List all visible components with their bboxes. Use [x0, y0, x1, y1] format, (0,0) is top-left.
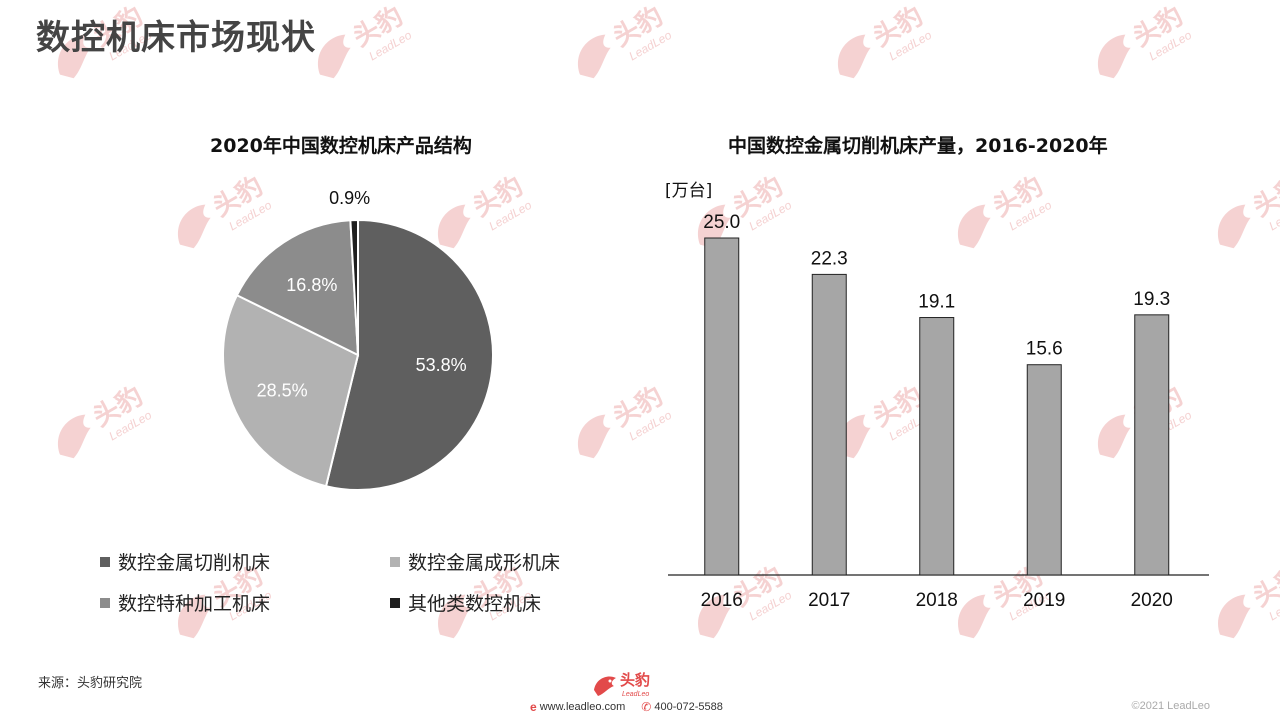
footer-contacts: e www.leadleo.com ✆ 400-072-5588 — [530, 700, 723, 714]
svg-text:头豹: 头豹 — [620, 671, 650, 689]
pie-slice-label: 0.9% — [329, 190, 370, 208]
svg-text:头豹: 头豹 — [608, 0, 668, 52]
bar — [919, 317, 955, 576]
legend-swatch — [390, 556, 400, 567]
bar-value-label: 19.3 — [1133, 289, 1170, 310]
bar-chart: 25.0 2016 22.3 2017 19.1 2018 15.6 2019 19.3 2020 — [668, 212, 1209, 611]
svg-text:头豹: 头豹 — [1128, 0, 1188, 52]
svg-text:头豹: 头豹 — [868, 0, 928, 52]
legend-item: 其他类数控机床 — [390, 589, 620, 616]
legend-item: 数控金属切削机床 — [100, 548, 390, 575]
svg-text:LeadLeo: LeadLeo — [887, 28, 935, 64]
pie-legend: 数控金属切削机床 数控金属成形机床数控特种加工机床 其他类数控机床 — [100, 548, 620, 616]
svg-text:LeadLeo: LeadLeo — [1267, 198, 1280, 234]
svg-text:头豹: 头豹 — [608, 380, 668, 432]
bar-value-label: 19.1 — [918, 292, 955, 313]
legend-label: 数控金属切削机床 — [118, 552, 271, 574]
legend-swatch — [100, 597, 110, 608]
copyright: ©2021 LeadLeo — [1131, 700, 1210, 712]
svg-text:LeadLeo: LeadLeo — [1267, 588, 1280, 624]
legend-label: 其他类数控机床 — [408, 593, 542, 615]
page-title: 数控机床市场现状 — [36, 18, 316, 58]
pie-slice-label: 16.8% — [286, 275, 337, 295]
bar-value-label: 25.0 — [703, 212, 740, 233]
bar-value-label: 15.6 — [1026, 339, 1063, 360]
svg-text:头豹: 头豹 — [1248, 560, 1280, 612]
svg-text:头豹: 头豹 — [348, 0, 408, 52]
website-link[interactable]: e www.leadleo.com — [530, 700, 625, 714]
legend-swatch — [100, 556, 110, 567]
legend-item: 数控特种加工机床 — [100, 589, 390, 616]
svg-text:LeadLeo: LeadLeo — [1147, 28, 1195, 64]
legend-swatch — [390, 597, 400, 608]
pie-slice-label: 53.8% — [416, 355, 467, 375]
y-axis-unit-label: [万台] — [665, 181, 713, 201]
x-tick-label: 2018 — [916, 590, 958, 611]
svg-text:LeadLeo: LeadLeo — [622, 691, 649, 698]
svg-text:LeadLeo: LeadLeo — [367, 28, 415, 64]
pie-slice-label: 28.5% — [257, 380, 308, 400]
phone-icon: ✆ — [641, 700, 652, 714]
web-icon: e — [530, 700, 537, 714]
x-tick-label: 2016 — [701, 590, 743, 611]
svg-text:LeadLeo: LeadLeo — [107, 408, 155, 444]
bar — [1134, 314, 1170, 576]
pie-slice — [235, 219, 360, 357]
bar — [704, 237, 740, 576]
legend-label: 数控特种加工机床 — [118, 593, 271, 615]
svg-text:LeadLeo: LeadLeo — [627, 28, 675, 64]
x-tick-label: 2020 — [1131, 590, 1173, 611]
svg-text:头豹: 头豹 — [1248, 170, 1280, 222]
x-tick-label: 2019 — [1023, 590, 1065, 611]
legend-label: 数控金属成形机床 — [408, 552, 561, 574]
website-text: www.leadleo.com — [539, 701, 626, 713]
bar — [1026, 364, 1062, 576]
svg-text:头豹: 头豹 — [88, 380, 148, 432]
phone-contact: ✆ 400-072-5588 — [641, 700, 723, 714]
legend-item: 数控金属成形机床 — [390, 548, 620, 575]
source-note: 来源：头豹研究院 — [38, 676, 143, 691]
leadleo-logo: 头豹 LeadLeo — [594, 671, 650, 698]
bar-chart-title: 中国数控金属切削机床产量，2016-2020年 — [728, 135, 1108, 157]
pie-slice — [222, 293, 360, 488]
x-tick-label: 2017 — [808, 590, 850, 611]
phone-text: 400-072-5588 — [654, 701, 723, 713]
bar-value-label: 22.3 — [811, 248, 848, 269]
pie-chart: 53.8% 28.5% 16.8% 0.9% — [222, 190, 494, 491]
pie-slice — [349, 218, 359, 356]
pie-chart-title: 2020年中国数控机床产品结构 — [210, 135, 472, 157]
pie-slice — [324, 218, 494, 491]
bar — [811, 273, 847, 576]
